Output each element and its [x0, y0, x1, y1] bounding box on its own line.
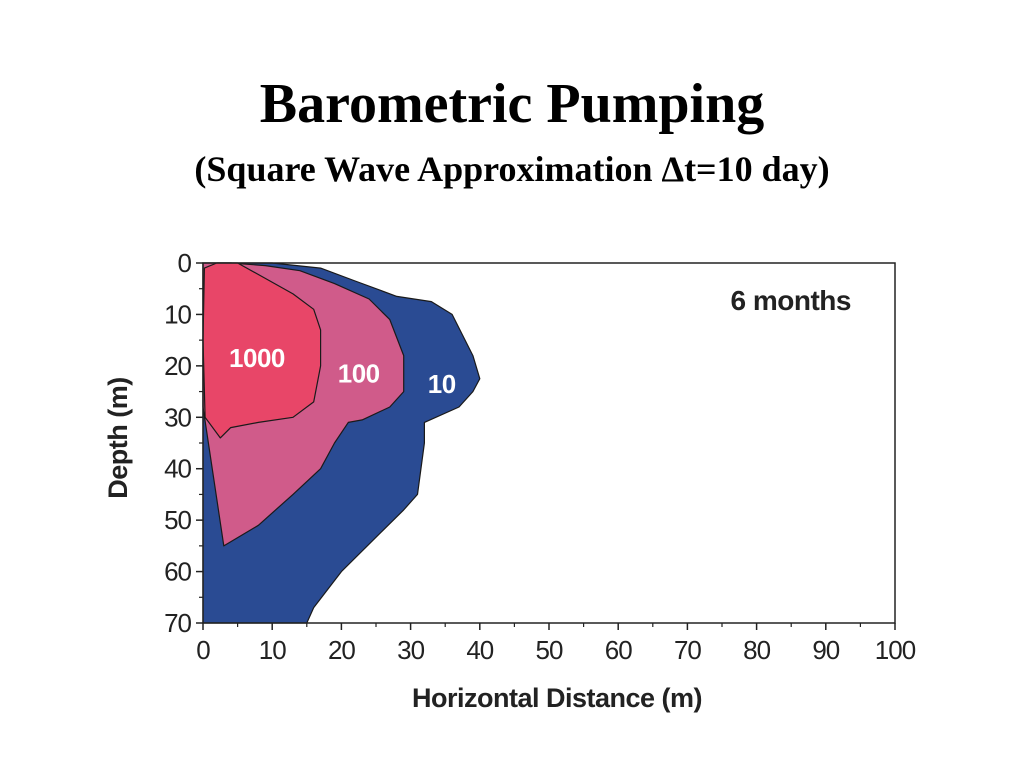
- x-tick-label: 30: [397, 635, 424, 665]
- x-tick-label: 100: [875, 635, 916, 665]
- x-tick-label: 10: [259, 635, 286, 665]
- slide-title: Barometric Pumping: [259, 73, 765, 135]
- x-tick-label: 90: [812, 635, 839, 665]
- y-tick-label: 10: [164, 299, 191, 329]
- x-axis-label: Horizontal Distance (m): [412, 683, 702, 713]
- x-tick-label: 0: [196, 635, 210, 665]
- x-tick-label: 40: [466, 635, 493, 665]
- x-tick-label: 60: [605, 635, 632, 665]
- y-tick-label: 50: [164, 505, 191, 535]
- y-tick-label: 60: [164, 557, 191, 587]
- x-tick-label: 20: [328, 635, 355, 665]
- y-tick-label: 20: [164, 351, 191, 381]
- x-tick-label: 70: [674, 635, 701, 665]
- y-tick-label: 40: [164, 454, 191, 484]
- y-tick-label: 70: [164, 608, 191, 638]
- x-tick-label: 80: [743, 635, 770, 665]
- y-tick-label: 30: [164, 402, 191, 432]
- contour-label-100: 100: [338, 359, 380, 389]
- y-tick-label: 0: [178, 248, 192, 278]
- slide-subtitle: (Square Wave Approximation Δt=10 day): [194, 149, 830, 189]
- contour-label-10: 10: [428, 369, 456, 399]
- contour-labels: 10 100 1000: [229, 343, 456, 399]
- chart-annotation: 6 months: [731, 285, 851, 316]
- contour-label-1000: 1000: [229, 343, 285, 373]
- x-tick-label: 50: [536, 635, 563, 665]
- y-axis-label: Depth (m): [103, 377, 133, 498]
- contour-layer: [202, 262, 481, 624]
- contour-region-1000: [202, 262, 322, 439]
